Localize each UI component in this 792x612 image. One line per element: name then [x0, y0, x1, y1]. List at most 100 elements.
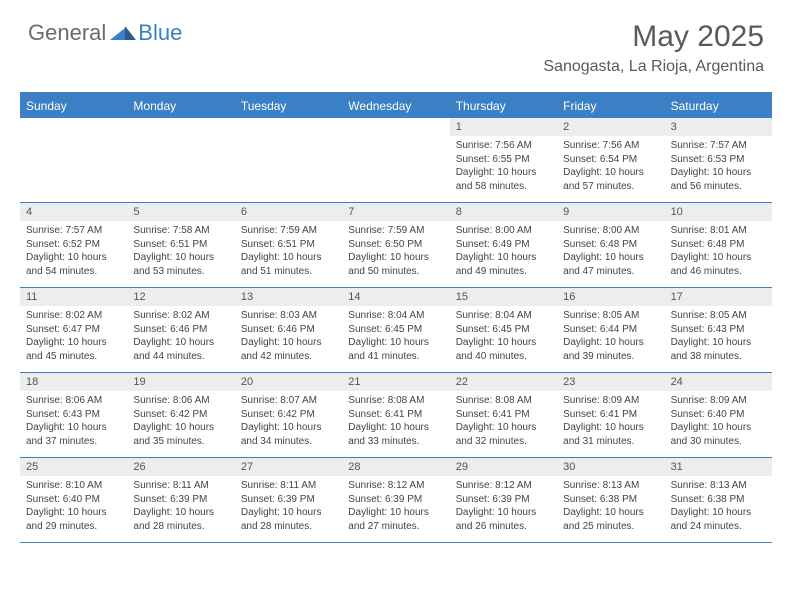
- weekday-cell: Tuesday: [235, 94, 342, 118]
- day-info: Sunrise: 8:11 AMSunset: 6:39 PMDaylight:…: [235, 476, 342, 533]
- day-cell: 22Sunrise: 8:08 AMSunset: 6:41 PMDayligh…: [450, 373, 557, 457]
- day-cell: 16Sunrise: 8:05 AMSunset: 6:44 PMDayligh…: [557, 288, 664, 372]
- sunset-text: Sunset: 6:47 PM: [26, 323, 121, 337]
- day-cell: 15Sunrise: 8:04 AMSunset: 6:45 PMDayligh…: [450, 288, 557, 372]
- sunset-text: Sunset: 6:46 PM: [241, 323, 336, 337]
- day-number: 6: [235, 203, 342, 221]
- day-info: Sunrise: 8:01 AMSunset: 6:48 PMDaylight:…: [665, 221, 772, 278]
- sunrise-text: Sunrise: 7:57 AM: [671, 139, 766, 153]
- day-info: Sunrise: 8:13 AMSunset: 6:38 PMDaylight:…: [665, 476, 772, 533]
- day-cell: 8Sunrise: 8:00 AMSunset: 6:49 PMDaylight…: [450, 203, 557, 287]
- sunset-text: Sunset: 6:53 PM: [671, 153, 766, 167]
- day-number: 1: [450, 118, 557, 136]
- sunrise-text: Sunrise: 8:09 AM: [671, 394, 766, 408]
- day-cell: 9Sunrise: 8:00 AMSunset: 6:48 PMDaylight…: [557, 203, 664, 287]
- day-info: Sunrise: 7:58 AMSunset: 6:51 PMDaylight:…: [127, 221, 234, 278]
- day-cell: 4Sunrise: 7:57 AMSunset: 6:52 PMDaylight…: [20, 203, 127, 287]
- day-cell: 3Sunrise: 7:57 AMSunset: 6:53 PMDaylight…: [665, 118, 772, 202]
- day-info: Sunrise: 8:08 AMSunset: 6:41 PMDaylight:…: [342, 391, 449, 448]
- sunrise-text: Sunrise: 8:05 AM: [563, 309, 658, 323]
- logo-text-general: General: [28, 20, 106, 46]
- week-row: 11Sunrise: 8:02 AMSunset: 6:47 PMDayligh…: [20, 288, 772, 373]
- day-info: Sunrise: 8:06 AMSunset: 6:43 PMDaylight:…: [20, 391, 127, 448]
- day-number: 30: [557, 458, 664, 476]
- daylight-text: Daylight: 10 hours and 50 minutes.: [348, 251, 443, 278]
- daylight-text: Daylight: 10 hours and 35 minutes.: [133, 421, 228, 448]
- sunrise-text: Sunrise: 8:12 AM: [348, 479, 443, 493]
- day-cell: 17Sunrise: 8:05 AMSunset: 6:43 PMDayligh…: [665, 288, 772, 372]
- daylight-text: Daylight: 10 hours and 27 minutes.: [348, 506, 443, 533]
- day-info: Sunrise: 7:59 AMSunset: 6:50 PMDaylight:…: [342, 221, 449, 278]
- day-info: Sunrise: 8:07 AMSunset: 6:42 PMDaylight:…: [235, 391, 342, 448]
- calendar: SundayMondayTuesdayWednesdayThursdayFrid…: [20, 92, 772, 543]
- week-row: 18Sunrise: 8:06 AMSunset: 6:43 PMDayligh…: [20, 373, 772, 458]
- sunrise-text: Sunrise: 8:03 AM: [241, 309, 336, 323]
- sunset-text: Sunset: 6:54 PM: [563, 153, 658, 167]
- day-number: 26: [127, 458, 234, 476]
- weekday-cell: Saturday: [665, 94, 772, 118]
- weekday-row: SundayMondayTuesdayWednesdayThursdayFrid…: [20, 94, 772, 118]
- day-number: [342, 118, 449, 136]
- day-cell: 30Sunrise: 8:13 AMSunset: 6:38 PMDayligh…: [557, 458, 664, 542]
- day-cell: 29Sunrise: 8:12 AMSunset: 6:39 PMDayligh…: [450, 458, 557, 542]
- day-info: Sunrise: 8:02 AMSunset: 6:46 PMDaylight:…: [127, 306, 234, 363]
- day-number: 24: [665, 373, 772, 391]
- day-number: 13: [235, 288, 342, 306]
- logo: General Blue: [28, 20, 182, 46]
- sunset-text: Sunset: 6:40 PM: [26, 493, 121, 507]
- day-info: Sunrise: 8:00 AMSunset: 6:49 PMDaylight:…: [450, 221, 557, 278]
- day-cell: 7Sunrise: 7:59 AMSunset: 6:50 PMDaylight…: [342, 203, 449, 287]
- sunrise-text: Sunrise: 8:04 AM: [456, 309, 551, 323]
- sunset-text: Sunset: 6:51 PM: [241, 238, 336, 252]
- day-info: Sunrise: 8:12 AMSunset: 6:39 PMDaylight:…: [450, 476, 557, 533]
- day-info: Sunrise: 8:06 AMSunset: 6:42 PMDaylight:…: [127, 391, 234, 448]
- day-info: Sunrise: 7:59 AMSunset: 6:51 PMDaylight:…: [235, 221, 342, 278]
- sunset-text: Sunset: 6:41 PM: [348, 408, 443, 422]
- day-cell: 31Sunrise: 8:13 AMSunset: 6:38 PMDayligh…: [665, 458, 772, 542]
- sunset-text: Sunset: 6:48 PM: [671, 238, 766, 252]
- day-cell: 11Sunrise: 8:02 AMSunset: 6:47 PMDayligh…: [20, 288, 127, 372]
- day-info: Sunrise: 8:04 AMSunset: 6:45 PMDaylight:…: [342, 306, 449, 363]
- daylight-text: Daylight: 10 hours and 32 minutes.: [456, 421, 551, 448]
- sunset-text: Sunset: 6:39 PM: [133, 493, 228, 507]
- sunset-text: Sunset: 6:42 PM: [133, 408, 228, 422]
- daylight-text: Daylight: 10 hours and 28 minutes.: [133, 506, 228, 533]
- sunrise-text: Sunrise: 8:08 AM: [456, 394, 551, 408]
- weeks-container: 1Sunrise: 7:56 AMSunset: 6:55 PMDaylight…: [20, 118, 772, 543]
- day-number: 3: [665, 118, 772, 136]
- logo-mark-icon: [110, 22, 136, 45]
- day-info: Sunrise: 7:56 AMSunset: 6:54 PMDaylight:…: [557, 136, 664, 193]
- day-cell: 2Sunrise: 7:56 AMSunset: 6:54 PMDaylight…: [557, 118, 664, 202]
- daylight-text: Daylight: 10 hours and 51 minutes.: [241, 251, 336, 278]
- day-info: Sunrise: 8:04 AMSunset: 6:45 PMDaylight:…: [450, 306, 557, 363]
- day-number: 21: [342, 373, 449, 391]
- daylight-text: Daylight: 10 hours and 30 minutes.: [671, 421, 766, 448]
- sunrise-text: Sunrise: 8:05 AM: [671, 309, 766, 323]
- sunset-text: Sunset: 6:52 PM: [26, 238, 121, 252]
- sunset-text: Sunset: 6:50 PM: [348, 238, 443, 252]
- day-number: [127, 118, 234, 136]
- day-number: 16: [557, 288, 664, 306]
- daylight-text: Daylight: 10 hours and 41 minutes.: [348, 336, 443, 363]
- day-number: 7: [342, 203, 449, 221]
- sunset-text: Sunset: 6:39 PM: [241, 493, 336, 507]
- week-row: 1Sunrise: 7:56 AMSunset: 6:55 PMDaylight…: [20, 118, 772, 203]
- sunrise-text: Sunrise: 8:11 AM: [241, 479, 336, 493]
- day-number: [235, 118, 342, 136]
- day-number: 8: [450, 203, 557, 221]
- sunset-text: Sunset: 6:40 PM: [671, 408, 766, 422]
- day-info: Sunrise: 8:08 AMSunset: 6:41 PMDaylight:…: [450, 391, 557, 448]
- day-info: Sunrise: 8:03 AMSunset: 6:46 PMDaylight:…: [235, 306, 342, 363]
- week-row: 25Sunrise: 8:10 AMSunset: 6:40 PMDayligh…: [20, 458, 772, 543]
- sunrise-text: Sunrise: 7:56 AM: [563, 139, 658, 153]
- daylight-text: Daylight: 10 hours and 44 minutes.: [133, 336, 228, 363]
- day-number: 14: [342, 288, 449, 306]
- sunrise-text: Sunrise: 8:02 AM: [133, 309, 228, 323]
- daylight-text: Daylight: 10 hours and 29 minutes.: [26, 506, 121, 533]
- daylight-text: Daylight: 10 hours and 47 minutes.: [563, 251, 658, 278]
- month-title: May 2025: [543, 20, 764, 54]
- header: General Blue May 2025 Sanogasta, La Rioj…: [0, 0, 792, 84]
- day-info: Sunrise: 8:05 AMSunset: 6:44 PMDaylight:…: [557, 306, 664, 363]
- day-cell: 24 Sunrise: 8:09 AMSunset: 6:40 PMDayligh…: [665, 373, 772, 457]
- sunrise-text: Sunrise: 7:59 AM: [241, 224, 336, 238]
